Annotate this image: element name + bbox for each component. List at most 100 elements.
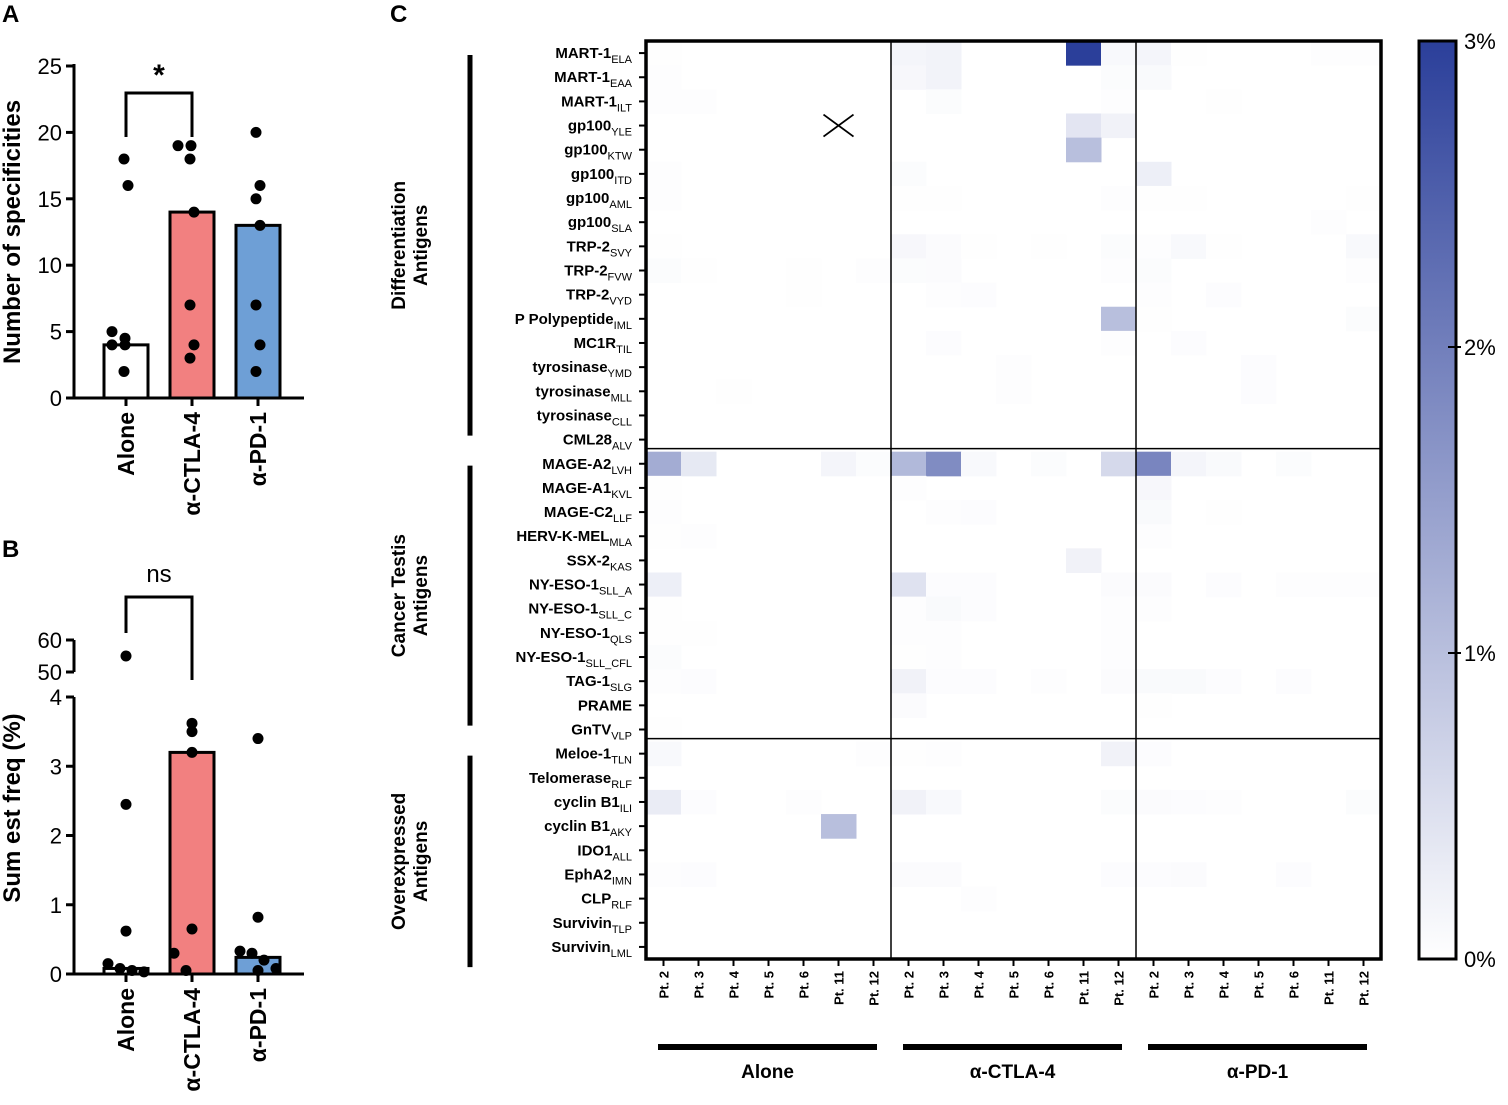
data-point-a (184, 299, 196, 311)
heatmap-cell (1171, 451, 1207, 477)
column-label: Pt. 2 (657, 971, 672, 998)
heatmap-cell (681, 524, 717, 549)
heatmap-cell (646, 185, 682, 211)
column-label: Pt. 5 (1252, 971, 1267, 998)
heatmap-frame (644, 39, 1383, 961)
row-label-tyrosinase-mll: tyrosinaseMLL (536, 383, 632, 404)
bar-b-ctla-4 (168, 750, 216, 976)
row-label-gp100-ktw: gp100KTW (564, 142, 632, 163)
heatmap-cell (1101, 596, 1137, 622)
row-label-meloe-1-tln: Meloe-1TLN (555, 746, 632, 767)
row-label-ny-eso-1-sll-c: NY-ESO-1SLL_C (528, 601, 632, 622)
row-label-mage-a2-lvh: MAGE-A2LVH (542, 456, 632, 477)
column-label: Pt. 12 (1357, 971, 1372, 1006)
heatmap-cell (1276, 451, 1312, 477)
heatmap-cell (646, 572, 682, 598)
heatmap-cell (786, 282, 822, 308)
data-point-a (254, 219, 266, 231)
heatmap-cell (891, 693, 927, 718)
row-label-cyclin-b1-aky: cyclin B1AKY (544, 818, 633, 839)
colorbar (1417, 39, 1458, 961)
y-axis-title-b: Sum est freq (%) (0, 713, 26, 902)
row-label-mart-1-eaa: MART-1EAA (554, 69, 633, 90)
x-tick-label-b-pd-1: α-PD-1 (245, 988, 271, 1062)
heatmap-cell (1136, 500, 1172, 525)
row-label-gp100-yle: gp100YLE (568, 118, 632, 139)
heatmap-cell (1136, 185, 1172, 211)
heatmap-cell (996, 355, 1032, 380)
heatmap-cell (926, 644, 962, 670)
data-point-a (254, 180, 266, 192)
heatmap-cell (1206, 234, 1242, 259)
heatmap-cell (1136, 693, 1172, 718)
row-label-ido1-all: IDO1ALL (577, 842, 632, 863)
heatmap-cell (1136, 524, 1172, 549)
data-point-b (252, 733, 264, 745)
heatmap-cell (1136, 741, 1172, 767)
heatmap-cell (1206, 669, 1242, 694)
heatmap-cell (1031, 451, 1067, 477)
data-point-b (114, 962, 126, 974)
colorbar-tick-label: 1% (1464, 641, 1496, 666)
heatmap-cell (891, 596, 927, 622)
row-label-cml28-alv: CML28ALV (563, 432, 633, 453)
heatmap-cell (1206, 572, 1242, 598)
row-label-epha2-imn: EphA2IMN (564, 866, 632, 887)
data-point-b (120, 798, 132, 810)
row-label-survivin-lml: SurvivinLML (551, 939, 632, 960)
colorbar-tick-label: 3% (1464, 29, 1496, 54)
column-label: Pt. 5 (762, 971, 777, 998)
column-label: Pt. 4 (727, 970, 742, 998)
panel-c-heatmap: MART-1ELA MART-1EAA MART-1ILT gp100YLE gp100… (389, 29, 1496, 1083)
heatmap-cell (1101, 185, 1137, 211)
heatmap-cell (1101, 330, 1137, 356)
heatmap-cell (646, 451, 682, 477)
heatmap-cell (1171, 41, 1207, 66)
heatmap-cell (891, 862, 927, 888)
heatmap-cell (891, 620, 927, 646)
heatmap-cell (646, 475, 682, 501)
heatmap-cell (646, 596, 682, 622)
heatmap-cell (1206, 282, 1242, 308)
heatmap-cell (891, 65, 927, 90)
row-label-gp100-aml: gp100AML (566, 190, 632, 211)
y-tick-label-b: 4 (50, 685, 62, 710)
row-label-tyrosinase-cll: tyrosinaseCLL (537, 407, 632, 428)
heatmap-cell (646, 234, 682, 259)
heatmap-cell (1136, 306, 1172, 332)
heatmap-cell (1276, 862, 1312, 888)
data-point-a (118, 153, 130, 165)
heatmap-cell (681, 258, 717, 284)
heatmap-cell (891, 644, 927, 670)
data-point-b (258, 954, 270, 966)
data-point-b (126, 965, 138, 977)
heatmap-cell (1276, 669, 1312, 694)
heatmap-cell (926, 669, 962, 694)
heatmap-cell (646, 862, 682, 888)
x-tick-label-b-alone: Alone (113, 988, 139, 1052)
heatmap-cell (856, 451, 892, 477)
panel-label-c: C (390, 1, 407, 28)
heatmap-cell (891, 258, 927, 284)
data-point-a (122, 180, 134, 192)
heatmap-cell (961, 282, 997, 308)
heatmap-cell (1101, 451, 1137, 477)
data-point-b (102, 958, 114, 970)
data-point-a (254, 339, 266, 351)
heatmap-cell (1346, 185, 1382, 211)
colorbar-tick-label: 2% (1464, 335, 1496, 360)
colorbar-tick-label: 0% (1464, 947, 1496, 972)
column-label: Pt. 3 (937, 971, 952, 998)
heatmap-cell (926, 89, 962, 114)
heatmap-cell (961, 234, 997, 259)
y-tick-label-a: 10 (38, 253, 62, 278)
heatmap-cell (786, 258, 822, 284)
heatmap-cell (1101, 789, 1137, 815)
heatmap-cell (1031, 669, 1067, 694)
heatmap-cell (926, 65, 962, 90)
heatmap-cell (891, 475, 927, 501)
data-point-b (120, 925, 132, 937)
row-label-ny-eso-1-sll-cfl: NY-ESO-1SLL_CFL (515, 649, 632, 670)
heatmap-cell (1346, 258, 1382, 284)
heatmap-cell (681, 789, 717, 815)
